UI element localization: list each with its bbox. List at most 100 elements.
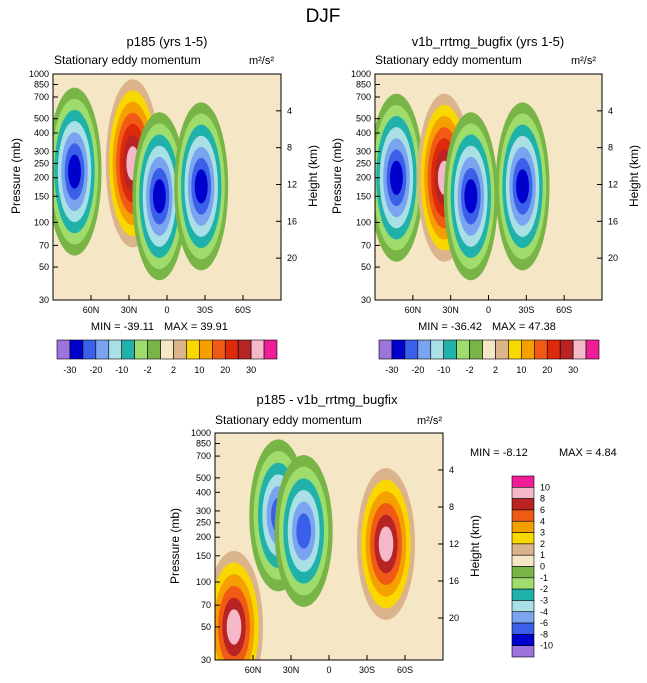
colorbar-label: 10 [194,365,204,375]
height-tick-label: 4 [287,106,292,116]
x-tick-label: 0 [486,305,491,315]
x-tick-label: 30S [518,305,534,315]
colorbar-swatch [56,339,71,360]
x-tick-label: 0 [326,665,331,675]
height-tick-label: 16 [287,216,297,226]
colorbar-label: -2 [466,365,474,375]
colorbar-swatch [585,339,600,360]
y-tick-label: 400 [196,487,211,497]
colorbar-swatch [533,339,548,360]
height-tick-label: 8 [608,143,613,153]
min-label: MIN = -39.11 [91,321,154,333]
contour-band [378,526,394,562]
colorbar-swatch [199,339,213,360]
height-tick-label: 8 [449,502,454,512]
colorbar-swatch [82,339,97,360]
colorbar-label: 0 [540,562,545,572]
y-tick-label: 150 [196,551,211,561]
y-tick-label: 30 [201,655,211,665]
colorbar-swatch [508,339,522,360]
colorbar-swatch [391,339,406,360]
colorbar-swatch [443,339,457,360]
height-tick-label: 12 [449,539,459,549]
x-tick-label: 30N [283,665,300,675]
min-label: MIN = -36.42 [418,321,482,333]
height-tick-label: 16 [449,576,459,586]
height-tick-label: 20 [449,613,459,623]
colorbar-label: -4 [540,607,548,617]
y-tick-label: 30 [361,295,371,305]
colorbar-swatch [263,339,278,360]
height-tick-label: 12 [287,179,297,189]
colorbar-horizontal: -30 -20 -10 -2 2 10 20 30 [56,339,278,375]
colorbar-swatch [511,532,535,545]
contour-plot: 305070100150200250300400500700850100060N… [351,69,618,315]
max-label: MAX = 4.84 [559,447,617,459]
panel-v1b-rrtmg-bugfix: v1b_rrtmg_bugfix (yrs 1-5) Stationary ed… [330,34,641,333]
colorbar-swatch [511,577,535,590]
colorbar-swatch [511,543,535,556]
y-tick-label: 1000 [351,69,371,79]
y-tick-label: 1000 [191,428,211,438]
y-axis-label: Pressure (mb) [168,508,182,584]
y-tick-label: 850 [196,439,211,449]
panel-difference: p185 - v1b_rrtmg_bugfix Stationary eddy … [168,392,617,675]
x-tick-label: 30S [197,305,213,315]
colorbar-swatch [173,339,187,360]
colorbar-label: -10 [115,365,128,375]
y-tick-label: 100 [356,217,371,227]
contour-band [390,160,403,195]
x-tick-label: 60S [235,305,251,315]
colorbar-swatch [186,339,200,360]
y-tick-label: 850 [356,79,371,89]
colorbar-swatch [511,509,535,522]
colorbar-swatch [378,339,393,360]
y-tick-label: 70 [39,240,49,250]
contour-band [464,179,478,214]
colorbar-label: -2 [144,365,152,375]
contour-band [68,154,81,189]
colorbar-label: -10 [437,365,450,375]
colorbar-swatch [211,339,226,360]
colorbar-label: 2 [171,365,176,375]
colorbar-label: -2 [540,584,548,594]
colorbar-label: -6 [540,618,548,628]
y-tick-label: 300 [34,147,49,157]
y-tick-label: 400 [34,128,49,138]
y-tick-label: 200 [356,173,371,183]
height-tick-label: 20 [608,253,618,263]
colorbar-swatch [95,339,110,360]
y-axis-label: Pressure (mb) [330,138,344,214]
x-tick-label: 60S [397,665,413,675]
x-tick-label: 60N [405,305,422,315]
colorbar-swatch [546,339,561,360]
x-tick-label: 30S [359,665,375,675]
units-label: m²/s² [571,55,596,67]
colorbar-swatch [572,339,587,360]
colorbar-swatch [404,339,419,360]
colorbar-swatch [417,339,432,360]
y-tick-label: 70 [361,240,371,250]
colorbar-label: -8 [540,629,548,639]
colorbar-swatch [134,339,148,360]
colorbar-swatch [521,339,535,360]
y-tick-label: 300 [196,506,211,516]
colorbar-label: 8 [540,494,545,504]
colorbar-label: 3 [540,528,545,538]
y-tick-label: 850 [34,79,49,89]
colorbar-label: -3 [540,595,548,605]
y-tick-label: 250 [34,158,49,168]
height-tick-label: 12 [608,179,618,189]
y-tick-label: 700 [34,92,49,102]
max-label: MAX = 39.91 [164,321,228,333]
colorbar-horizontal: -30 -20 -10 -2 2 10 20 30 [378,339,600,375]
contour-band [226,609,242,645]
height-tick-label: 4 [608,106,613,116]
y-tick-label: 500 [356,114,371,124]
colorbar-label: 30 [246,365,256,375]
panel-subtitle: Stationary eddy momentum [54,53,201,67]
contour-fills [215,439,415,660]
y-tick-label: 200 [34,173,49,183]
x-tick-label: 60S [556,305,572,315]
